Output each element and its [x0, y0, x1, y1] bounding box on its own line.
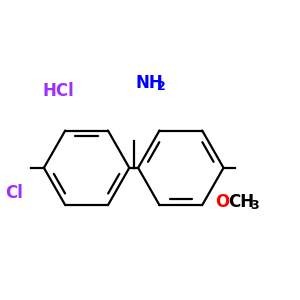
Text: Cl: Cl	[5, 184, 23, 202]
Text: HCl: HCl	[43, 82, 74, 100]
Text: CH: CH	[228, 193, 254, 211]
Text: 3: 3	[250, 199, 259, 212]
Text: O: O	[215, 193, 229, 211]
Text: 2: 2	[157, 80, 166, 93]
Text: NH: NH	[135, 74, 163, 92]
